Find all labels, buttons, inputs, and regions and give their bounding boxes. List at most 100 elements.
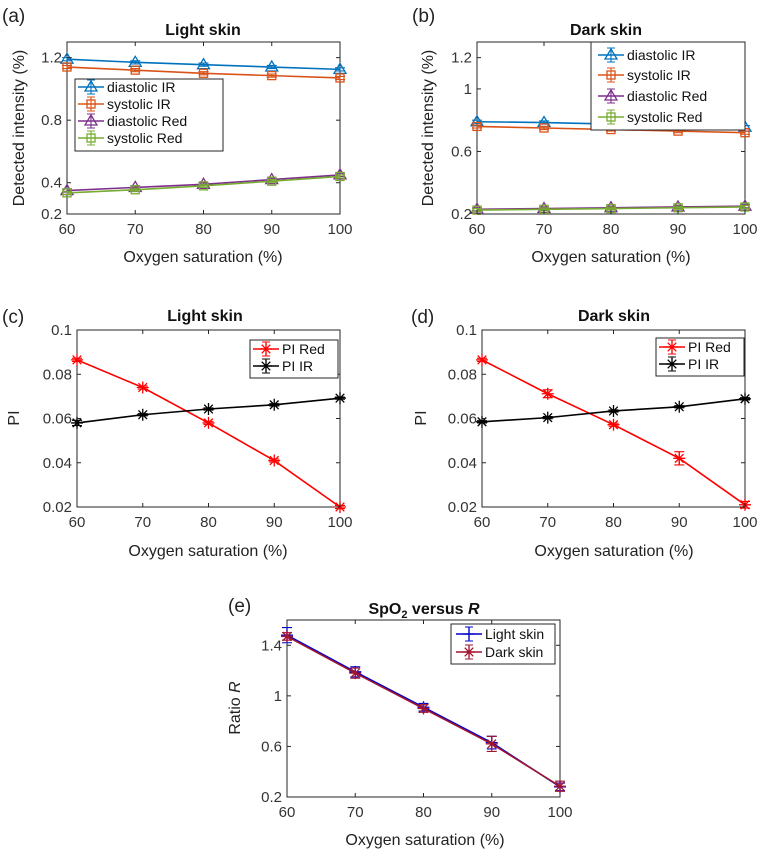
legend-label: systolic Red bbox=[627, 109, 702, 125]
data-point bbox=[202, 416, 215, 429]
legend-marker bbox=[666, 341, 678, 353]
error-bar bbox=[198, 71, 209, 76]
x-tick-label: 100 bbox=[327, 221, 352, 238]
error-bar bbox=[740, 130, 750, 135]
legend-marker bbox=[83, 113, 99, 126]
panel-b-legend-box bbox=[590, 41, 746, 131]
series-systolic-ir bbox=[62, 62, 345, 83]
data-point bbox=[130, 65, 140, 75]
data-point bbox=[268, 454, 281, 467]
error-bar bbox=[266, 73, 277, 78]
legend-label: PI IR bbox=[282, 358, 313, 374]
x-tick-label: 70 bbox=[127, 221, 144, 238]
data-point bbox=[198, 68, 209, 78]
y-tick-label: 0.04 bbox=[43, 455, 72, 472]
legend-error-bar bbox=[87, 130, 95, 146]
panel-a-y-ticks: 0.2 0.4 0.8 1.2 bbox=[41, 50, 340, 223]
error-bar bbox=[198, 183, 209, 188]
panel-a-y-label: Detected intensity (%) bbox=[11, 50, 28, 207]
data-point bbox=[196, 177, 211, 189]
data-point bbox=[607, 418, 620, 431]
legend-label: systolic IR bbox=[107, 96, 171, 112]
panel-d-x-label: Oxygen saturation (%) bbox=[534, 543, 693, 560]
legend-symbol bbox=[78, 130, 104, 146]
legend-label: systolic Red bbox=[107, 130, 182, 146]
panel-a-x-label: Oxygen saturation (%) bbox=[123, 249, 282, 266]
error-bar bbox=[130, 187, 141, 192]
panel-b-legend: diastolic IR systolic IR diastolic Red s… bbox=[590, 41, 746, 131]
panel-e-legend: Light skin Dark skin bbox=[450, 623, 556, 665]
panel-c: (c) Light skin 60 70 80 90 100 0.020.040.060… bbox=[2, 307, 353, 560]
data-point bbox=[334, 392, 346, 405]
legend-marker bbox=[86, 99, 96, 109]
data-point bbox=[202, 402, 215, 415]
legend-label: Dark skin bbox=[485, 644, 543, 660]
data-point bbox=[476, 353, 488, 366]
data-point bbox=[267, 176, 277, 186]
x-tick-label: 90 bbox=[670, 221, 687, 238]
error-bar bbox=[266, 179, 277, 184]
panel-d: (d) Dark skin 60 70 80 90 100 0.020.040.060.… bbox=[411, 307, 758, 560]
legend-symbol bbox=[456, 644, 482, 660]
panel-d-title: Dark skin bbox=[578, 308, 650, 325]
legend-label: diastolic IR bbox=[627, 47, 695, 63]
y-tick-label: 1 bbox=[464, 81, 472, 98]
error-bar bbox=[62, 64, 72, 70]
panel-d-plot-area bbox=[476, 353, 751, 511]
data-point bbox=[268, 398, 281, 411]
panel-c-label: (c) bbox=[2, 307, 24, 328]
error-bar bbox=[130, 68, 141, 73]
y-tick-label: 0.08 bbox=[43, 366, 72, 383]
legend-error-bar bbox=[607, 109, 615, 125]
data-point bbox=[332, 167, 348, 180]
data-point bbox=[472, 121, 482, 132]
y-tick-label: 0.08 bbox=[448, 366, 477, 383]
y-tick-label: 1.2 bbox=[451, 50, 472, 67]
legend-marker bbox=[463, 628, 475, 640]
x-tick-label: 80 bbox=[605, 514, 622, 531]
data-point bbox=[335, 171, 345, 182]
data-point bbox=[71, 353, 83, 366]
x-tick-label: 60 bbox=[279, 804, 296, 821]
x-tick-label: 100 bbox=[732, 221, 757, 238]
x-tick-label: 90 bbox=[263, 221, 280, 238]
legend-label: diastolic Red bbox=[107, 113, 187, 129]
legend-symbol bbox=[78, 79, 104, 95]
panel-c-legend: PI Red PI IR bbox=[249, 339, 339, 379]
data-point bbox=[607, 404, 620, 417]
panel-b-y-label: Detected intensity (%) bbox=[420, 50, 437, 207]
panel-c-x-ticks: 60 70 80 90 100 bbox=[69, 330, 353, 531]
x-tick-label: 60 bbox=[474, 514, 491, 531]
x-tick-label: 80 bbox=[200, 514, 217, 531]
legend-marker bbox=[83, 79, 99, 92]
data-point bbox=[417, 702, 430, 715]
legend-label: systolic IR bbox=[627, 67, 691, 83]
legend-entry-pi-red: PI Red bbox=[253, 341, 325, 357]
x-tick-label: 70 bbox=[347, 804, 364, 821]
panel-d-label: (d) bbox=[411, 307, 434, 328]
panel-b-x-ticks: 60 70 80 90 100 bbox=[469, 42, 758, 238]
series-pi-red bbox=[71, 353, 346, 513]
y-tick-label: 0.6 bbox=[261, 738, 282, 755]
data-point bbox=[335, 73, 345, 83]
data-point bbox=[541, 387, 554, 400]
panel-b-title: Dark skin bbox=[570, 22, 642, 39]
y-tick-label: 0.06 bbox=[448, 411, 477, 428]
legend-entry-systolic-ir: systolic IR bbox=[78, 96, 171, 112]
data-point bbox=[281, 630, 293, 643]
y-tick-label: 1 bbox=[274, 688, 282, 705]
panel-e: (e) SpO2 versus R 60 70 80 90 100 0.2 0.6 1 1.4… bbox=[227, 596, 573, 849]
data-point bbox=[349, 667, 362, 680]
legend-symbol bbox=[253, 358, 279, 374]
legend-entry-pi-ir: PI IR bbox=[659, 356, 719, 372]
panel-b-x-label: Oxygen saturation (%) bbox=[531, 249, 690, 266]
y-tick-label: 0.6 bbox=[451, 143, 472, 160]
panel-b: (b) Dark skin 60 70 80 90 100 0.2 0.6 1 1.2 Oxy… bbox=[412, 6, 758, 266]
legend-entry-systolic-ir: systolic IR bbox=[598, 67, 691, 83]
panel-e-legend-box bbox=[450, 623, 556, 665]
legend-label: PI Red bbox=[688, 339, 731, 355]
legend-entry-diastolic-red: diastolic Red bbox=[78, 113, 187, 129]
legend-label: diastolic IR bbox=[107, 79, 175, 95]
x-tick-label: 70 bbox=[134, 514, 151, 531]
panel-b-label: (b) bbox=[412, 6, 435, 27]
